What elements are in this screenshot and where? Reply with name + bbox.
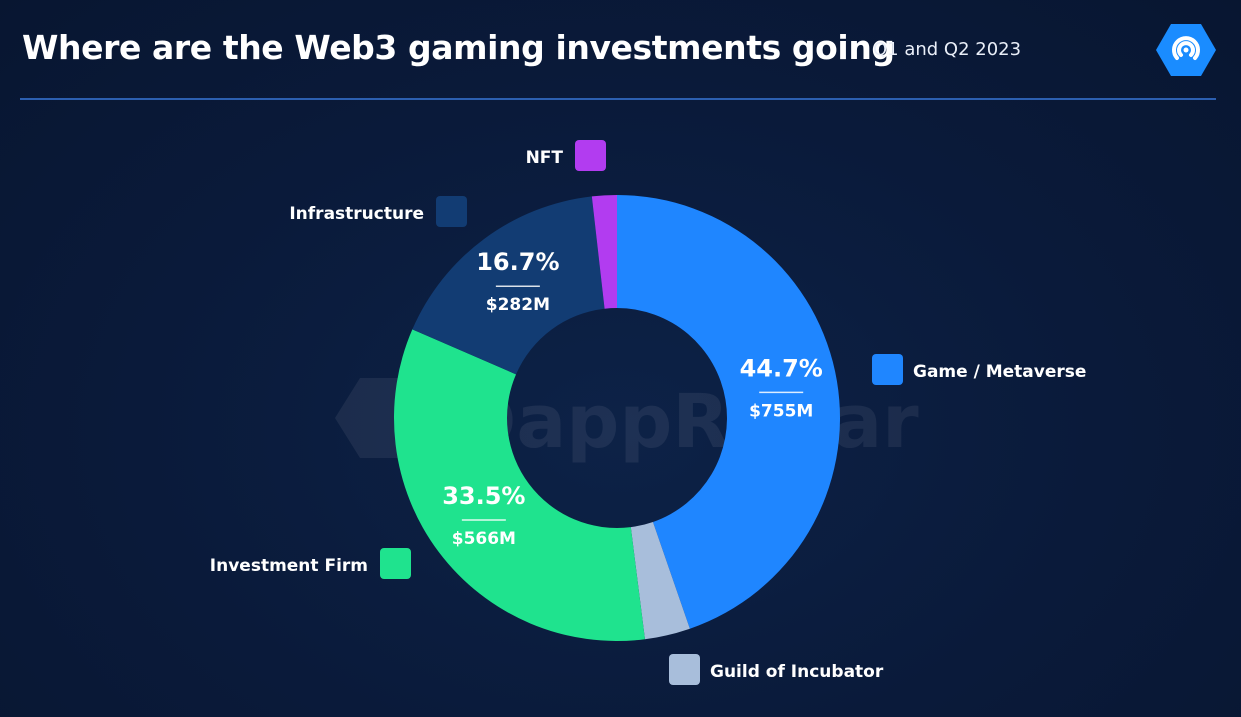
slice-percent-label: 16.7%: [476, 248, 559, 276]
legend-label-nft: NFT: [526, 148, 564, 168]
slice-nft: [591, 195, 617, 309]
legend-label-guild-of-incubator: Guild of Incubator: [710, 662, 884, 682]
slice-percent-label: 44.7%: [740, 354, 823, 382]
legend-swatch-nft: [575, 140, 606, 171]
slice-amount-label: $566M: [452, 529, 516, 549]
slice-amount-label: $282M: [486, 295, 550, 315]
slice-infrastructure: [412, 196, 605, 375]
legend-label-game-metaverse: Game / Metaverse: [913, 362, 1086, 382]
legend-swatch-game-metaverse: [872, 354, 903, 385]
watermark-text: DappRadar: [455, 379, 919, 465]
legend-label-infrastructure: Infrastructure: [289, 204, 424, 224]
slice-amount-label: $755M: [749, 401, 813, 421]
dappradar-logo-icon: [1156, 24, 1216, 76]
slice-investment-firm: [394, 329, 645, 641]
slice-percent-label: 33.5%: [442, 482, 525, 510]
legend-swatch-investment-firm: [380, 548, 411, 579]
slice-guild-of-incubator: [630, 521, 690, 640]
page-subtitle: Q1 and Q2 2023: [873, 39, 1022, 60]
legend-label-investment-firm: Investment Firm: [210, 556, 368, 576]
header-divider: [20, 98, 1216, 100]
legend-swatch-infrastructure: [436, 196, 467, 227]
page-title: Where are the Web3 gaming investments go…: [22, 28, 895, 67]
slice-game-metaverse: [617, 195, 841, 629]
legend-swatch-guild-of-incubator: [669, 654, 700, 685]
